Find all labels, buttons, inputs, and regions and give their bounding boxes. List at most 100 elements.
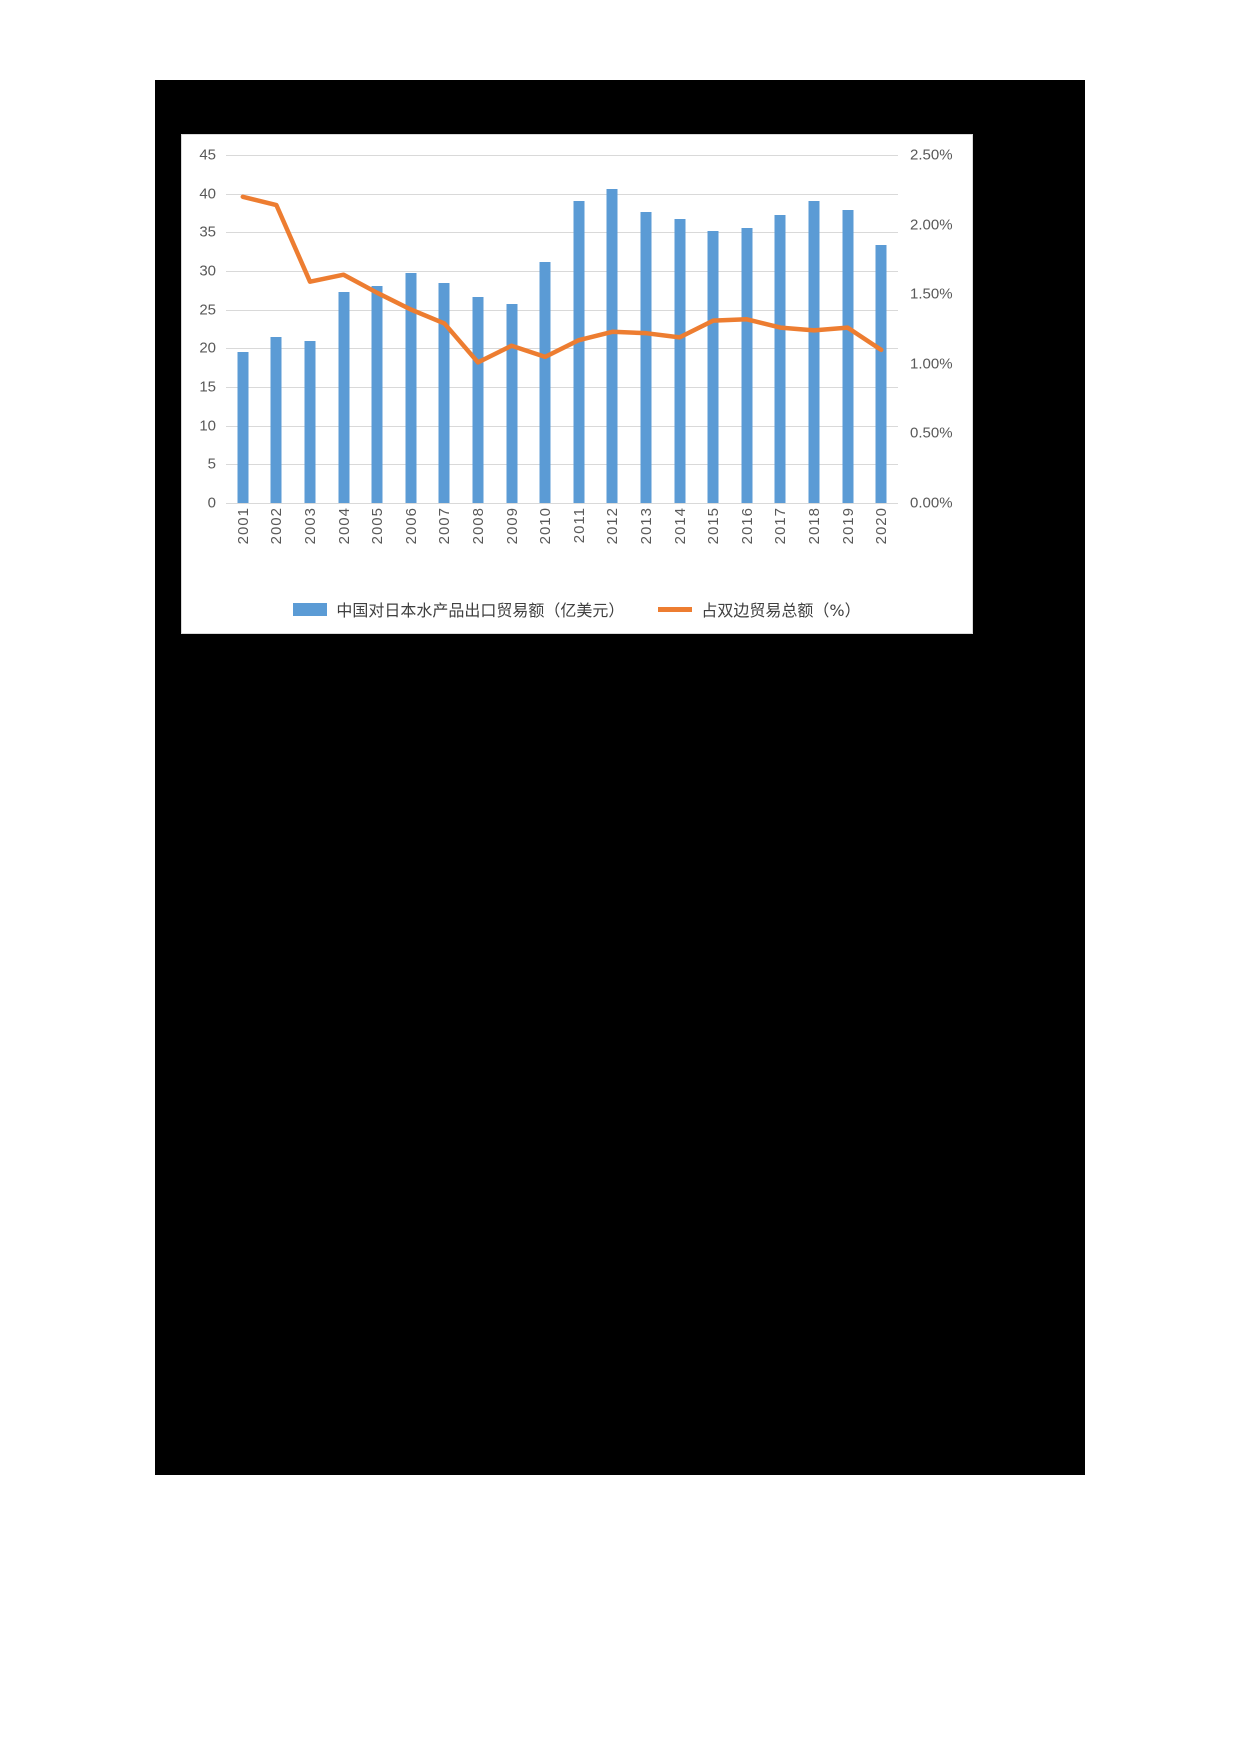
right-axis-tick-label: 2.00%	[910, 216, 953, 234]
bar[interactable]	[539, 261, 551, 503]
x-axis-tick-label: 2015	[705, 507, 723, 545]
bar-slot	[226, 155, 260, 503]
left-axis-tick-label: 25	[199, 301, 216, 319]
left-axis-tick-label: 35	[199, 223, 216, 241]
gridline	[226, 309, 898, 311]
x-axis-tick-label: 2006	[402, 507, 420, 545]
legend-line-swatch-icon	[658, 606, 693, 612]
x-axis-tick-label: 2004	[335, 507, 353, 545]
bar-slot	[629, 155, 663, 503]
bar[interactable]	[405, 273, 417, 503]
line-series	[240, 194, 884, 365]
bar[interactable]	[338, 291, 350, 503]
bar-slot	[696, 155, 730, 503]
right-axis-tick-label: 0.50%	[910, 424, 953, 442]
bar-slot	[461, 155, 495, 503]
x-axis-tick-label: 2017	[772, 507, 790, 545]
x-axis-tick-label: 2007	[436, 507, 454, 545]
x-axis-tick-label: 2003	[302, 507, 319, 545]
bar-slot	[528, 155, 562, 503]
bar-slot	[260, 155, 294, 503]
legend-item-label: 中国对日本水产品出口贸易额（亿美元）	[336, 601, 625, 620]
bar-slot	[327, 155, 361, 503]
x-axis-tick-label: 2001	[234, 507, 252, 545]
bar[interactable]	[270, 336, 282, 503]
gridline	[226, 232, 898, 234]
bar-slot	[730, 155, 764, 503]
left-axis-tick-label: 15	[199, 378, 216, 396]
right-axis: 0.00% 0.50% 1.00% 1.50% 2.00% 2.50%	[904, 147, 970, 512]
x-axis-tick-label: 2011	[570, 507, 588, 544]
x-axis-tick-label: 2009	[503, 507, 521, 545]
gridline	[226, 387, 898, 388]
bar[interactable]	[606, 189, 618, 503]
left-axis-tick-label: 20	[199, 339, 216, 357]
bar-series	[226, 155, 898, 503]
bar[interactable]	[506, 304, 518, 503]
bar-slot	[764, 155, 798, 503]
bar[interactable]	[438, 283, 450, 503]
bar[interactable]	[472, 296, 484, 503]
bar[interactable]	[674, 219, 686, 503]
left-axis-tick-label: 0	[207, 494, 216, 512]
left-axis-tick-label: 30	[199, 262, 216, 280]
right-axis-tick-label: 1.00%	[910, 355, 953, 373]
bar[interactable]	[741, 227, 753, 503]
x-axis-tick-label: 2018	[806, 507, 823, 545]
bar-slot	[428, 155, 462, 503]
right-axis-tick-label: 2.50%	[910, 146, 953, 164]
x-axis-tick-label: 2012	[604, 507, 622, 545]
legend-bar-swatch-icon	[293, 602, 328, 616]
bar-slot	[663, 155, 697, 503]
bar-slot	[831, 155, 865, 503]
bar-slot	[293, 155, 327, 503]
left-axis-tick-label: 5	[207, 455, 216, 473]
x-axis-tick-label: 2020	[873, 507, 891, 545]
bar[interactable]	[573, 200, 585, 503]
bar[interactable]	[640, 212, 652, 503]
left-axis: 0 5 10 15 20 25 30 35 40 45	[182, 147, 222, 512]
gridline	[226, 155, 898, 156]
bar-slot	[797, 155, 831, 503]
x-axis-tick-label: 2014	[671, 507, 689, 545]
x-axis-tick-label: 2016	[738, 507, 756, 545]
gridline	[226, 193, 898, 195]
legend-item-label: 占双边贸易总额（%）	[701, 601, 861, 620]
bar[interactable]	[304, 340, 316, 503]
bar[interactable]	[875, 244, 887, 503]
x-axis-tick-label: 2008	[470, 507, 487, 545]
bar[interactable]	[237, 352, 249, 503]
line-path[interactable]	[240, 194, 884, 365]
bar[interactable]	[842, 209, 854, 503]
bar-slot	[864, 155, 898, 503]
right-axis-tick-label: 0.00%	[910, 494, 953, 512]
gridline	[226, 425, 898, 427]
bar-slot	[394, 155, 428, 503]
legend-item-bar[interactable]: 中国对日本水产品出口贸易额（亿美元）	[293, 597, 624, 621]
plot-area	[226, 155, 898, 504]
bar[interactable]	[808, 201, 820, 503]
bar-slot	[562, 155, 596, 503]
x-axis-tick-label: 2010	[537, 507, 555, 545]
gridline	[226, 271, 898, 272]
bar[interactable]	[371, 285, 383, 503]
gridline	[226, 503, 898, 504]
x-axis-tick-label: 2019	[839, 507, 857, 545]
bar-slot	[495, 155, 529, 503]
x-axis: 2001 2002 2003 2004 2005 2006 2007 2008 2009 2010…	[226, 507, 898, 587]
gridline	[226, 464, 898, 466]
bar[interactable]	[707, 230, 719, 503]
right-axis-tick-label: 1.50%	[910, 285, 953, 303]
bar-slot	[360, 155, 394, 503]
left-axis-tick-label: 10	[199, 417, 216, 435]
legend-item-line[interactable]: 占双边贸易总额（%）	[658, 597, 861, 621]
chart-legend: 中国对日本水产品出口贸易额（亿美元） 占双边贸易总额（%）	[182, 597, 972, 621]
chart-card: 0 5 10 15 20 25 30 35 40 45 0.00% 0.50% 1.00% 1.50% 2…	[181, 134, 973, 634]
bar[interactable]	[774, 215, 786, 503]
x-axis-tick-label: 2005	[369, 507, 387, 545]
left-axis-tick-label: 45	[199, 146, 216, 164]
x-axis-tick-label: 2013	[638, 507, 655, 545]
x-axis-tick-label: 2002	[268, 507, 286, 545]
left-axis-tick-label: 40	[199, 185, 216, 203]
